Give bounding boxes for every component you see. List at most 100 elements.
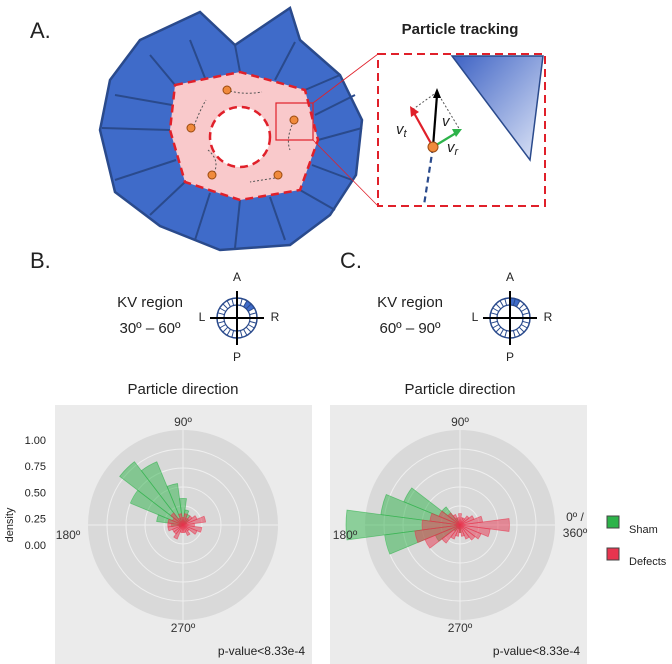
compass [483,291,537,345]
legend-swatch [606,515,620,529]
compass-tick [231,330,235,338]
rose-bar [182,515,193,526]
theta-tick-label: 90º [174,415,192,429]
panel-label: C. [340,248,362,273]
compass-tick [239,298,243,306]
annotation: p-value<8.33e-4 [493,644,580,658]
vector-symbol: v [396,121,405,138]
compass-label: A [233,270,241,284]
compass-tick [522,312,530,316]
rose-bar [455,524,461,537]
compass-tick [245,326,252,333]
theta-tick-label: 0º / 360º [562,510,588,540]
compass-tick [249,312,257,316]
theta-tick-label: 90º [451,415,469,429]
compass-tick [492,324,499,329]
compass-label: A [506,270,514,284]
zoom-box [275,102,314,141]
region-range: 30º – 60º [119,320,181,337]
compass-label: P [233,350,241,364]
compass-tick [219,324,226,329]
annotation: p-value<8.33e-4 [218,644,305,658]
theta-tick-label: 270º [447,621,473,635]
particle-dots [186,85,299,180]
rose-bar [173,524,184,540]
theta-tick-label: 180º [55,528,81,542]
r-tick-label: 0.50 [25,487,46,499]
rose-bar [441,524,461,544]
y-axis-label: density [4,507,16,542]
compass-label: R [544,310,553,324]
r-tick-label: 1.00 [25,435,46,447]
rose-bar [424,524,461,549]
compass-tick [516,329,521,336]
rose-bar [345,509,461,541]
compass-tick [495,303,502,310]
compass-tick [512,298,516,306]
legend-swatch [606,547,620,561]
compass [210,291,264,345]
compass-tick [518,326,525,333]
legend-label: Defects [629,556,667,568]
compass-tick [222,303,229,310]
compass-label: P [506,350,514,364]
compass-tick [248,324,255,329]
compass-tick [239,330,243,338]
compass-tick [231,298,235,306]
compass-tick [243,300,248,307]
compass-tick [219,307,226,312]
chart-title: Particle direction [128,381,239,398]
vector-label: vr [447,139,460,158]
compass-tick [217,312,225,316]
legend-label: Sham [629,524,658,536]
region-title: KV region [117,294,183,311]
r-tick-label: 0.75 [25,461,46,473]
chart-title: Particle direction [405,381,516,398]
rose-bar [129,489,184,526]
vector-label: v [442,113,451,130]
r-tick-label: 0.00 [25,540,46,552]
compass-tick [249,320,257,324]
rose-bar [459,518,510,532]
compass-tick [243,329,248,336]
compass-tick [499,329,504,336]
compass-tick [522,320,530,324]
compass-label: L [472,310,479,324]
compass-label: R [271,310,280,324]
vector-subscript: r [455,146,460,158]
zoom-line [312,139,379,207]
theta-tick-label: 180º [332,528,358,542]
compass-tick [504,298,508,306]
compass-tick [490,312,498,316]
kv-diagram [98,6,364,252]
zoom-line [312,53,379,104]
compass-tick [512,330,516,338]
region-range: 60º – 90º [379,320,441,337]
compass-tick [245,303,252,310]
vector-symbol: v [442,113,451,130]
vectors [410,88,462,206]
theta-tick-label: 270º [170,621,196,635]
compass-tick [504,330,508,338]
vector-symbol: v [447,139,456,156]
particles [193,90,293,183]
compass-tick [492,307,499,312]
rose-bar [458,513,462,526]
compass-tick [217,320,225,324]
compass-tick [495,326,502,333]
region-title: KV region [377,294,443,311]
rose-bar [119,461,184,526]
rose-bar [182,524,203,533]
rose-bar [459,515,470,526]
compass-tick [222,326,229,333]
cell-edge [450,55,544,162]
rose-bar [459,524,491,538]
compass-tick [490,320,498,324]
panel-label: A. [30,18,51,43]
rose-bar [450,524,461,540]
panel-label: B. [30,248,51,273]
compass-label: L [199,310,206,324]
compass-tick [226,329,231,336]
compass-tick [518,303,525,310]
